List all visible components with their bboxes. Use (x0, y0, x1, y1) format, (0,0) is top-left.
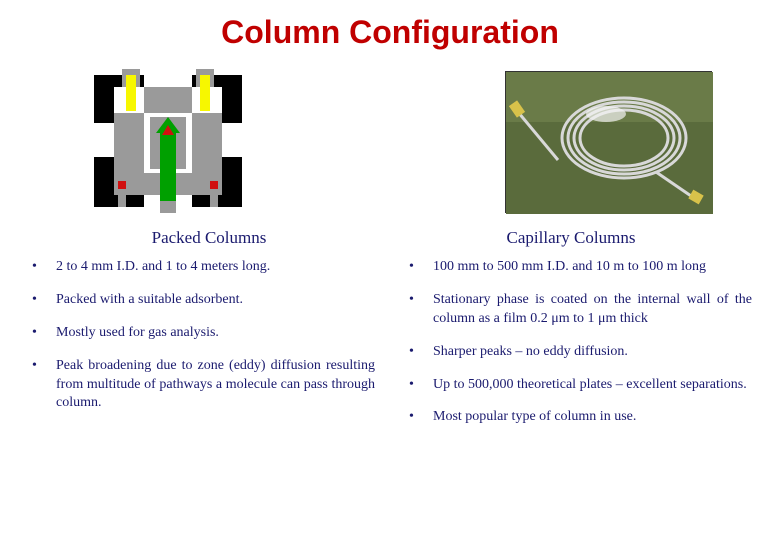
left-column: •2 to 4 mm I.D. and 1 to 4 meters long. … (28, 258, 375, 441)
images-row (28, 69, 752, 214)
left-subtitle: Packed Columns (28, 228, 390, 248)
list-item: •Packed with a suitable adsorbent. (28, 291, 375, 310)
list-item: •Stationary phase is coated on the inter… (405, 291, 752, 329)
packed-column-diagram (88, 69, 248, 214)
list-item: •Up to 500,000 theoretical plates – exce… (405, 376, 752, 395)
list-item: •Sharper peaks – no eddy diffusion. (405, 343, 752, 362)
right-bullets: •100 mm to 500 mm I.D. and 10 m to 100 m… (405, 258, 752, 427)
slide-title: Column Configuration (28, 14, 752, 51)
slide: Column Configuration (0, 0, 780, 540)
capillary-column-photo (505, 71, 712, 213)
capillary-photo-svg (506, 72, 713, 214)
subtitle-row: Packed Columns Capillary Columns (28, 228, 752, 258)
list-item: •100 mm to 500 mm I.D. and 10 m to 100 m… (405, 258, 752, 277)
list-item: •Most popular type of column in use. (405, 408, 752, 427)
list-item: •2 to 4 mm I.D. and 1 to 4 meters long. (28, 258, 375, 277)
right-column: •100 mm to 500 mm I.D. and 10 m to 100 m… (405, 258, 752, 441)
bullet-columns: •2 to 4 mm I.D. and 1 to 4 meters long. … (28, 258, 752, 441)
list-item: •Peak broadening due to zone (eddy) diff… (28, 357, 375, 414)
right-subtitle: Capillary Columns (390, 228, 752, 248)
list-item: •Mostly used for gas analysis. (28, 324, 375, 343)
packed-diagram-svg (88, 69, 248, 214)
left-bullets: •2 to 4 mm I.D. and 1 to 4 meters long. … (28, 258, 375, 413)
